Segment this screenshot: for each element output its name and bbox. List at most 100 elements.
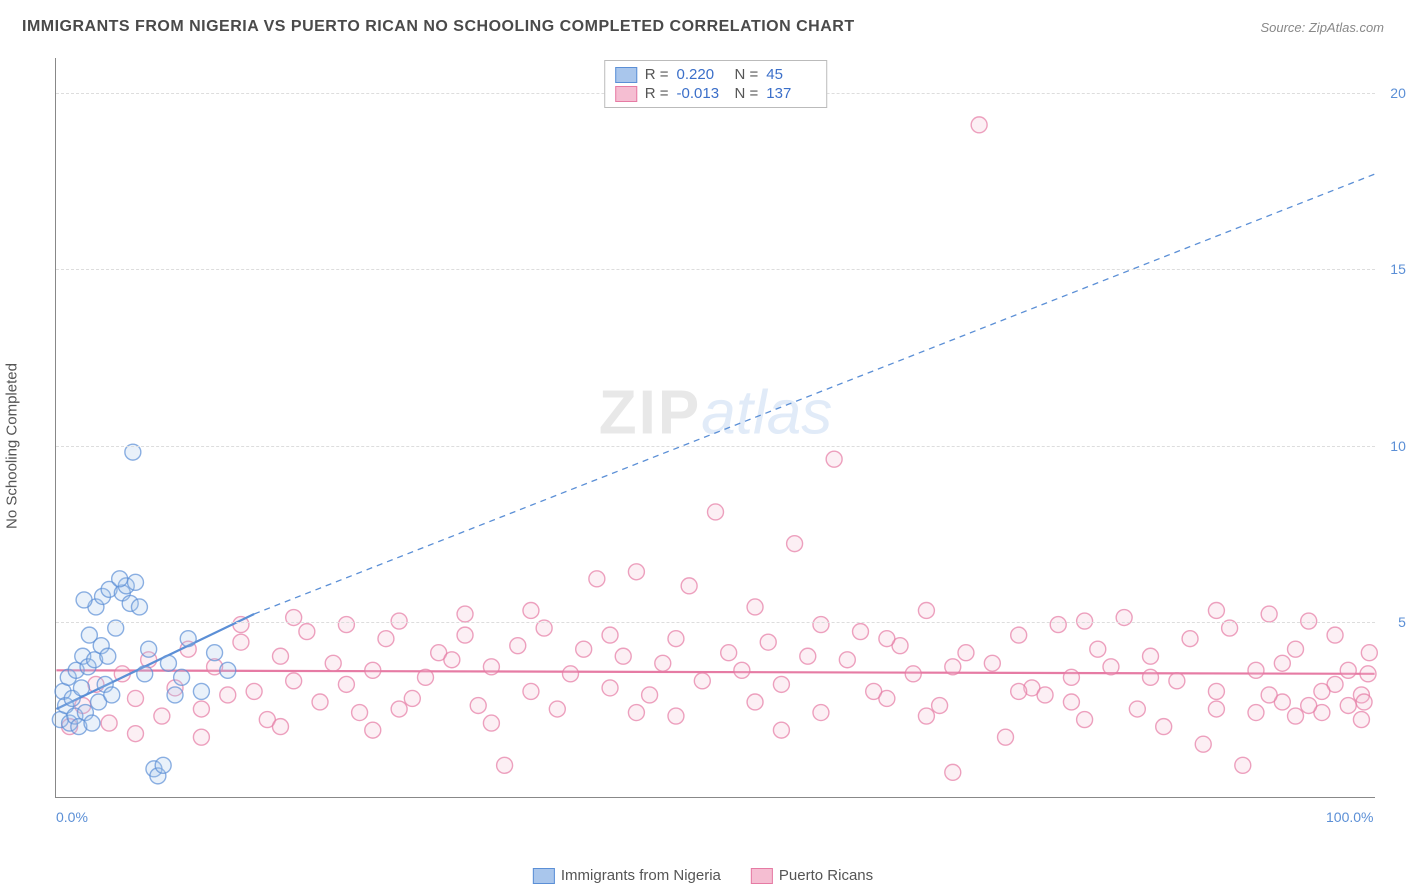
data-point bbox=[1288, 708, 1304, 724]
data-point bbox=[365, 662, 381, 678]
data-point bbox=[1360, 666, 1376, 682]
data-point bbox=[141, 641, 157, 657]
data-point bbox=[167, 687, 183, 703]
r-label-1: R = bbox=[645, 66, 669, 83]
r-value-2: -0.013 bbox=[677, 85, 727, 102]
data-point bbox=[404, 690, 420, 706]
data-point bbox=[272, 719, 288, 735]
data-point bbox=[813, 617, 829, 633]
chart-area: ZIPatlas R = 0.220 N = 45 R = -0.013 N =… bbox=[55, 58, 1375, 798]
data-point bbox=[193, 683, 209, 699]
stats-row-1: R = 0.220 N = 45 bbox=[615, 65, 817, 84]
gridline bbox=[56, 269, 1375, 270]
data-point bbox=[628, 564, 644, 580]
data-point bbox=[193, 729, 209, 745]
ytick-label: 10.0% bbox=[1380, 438, 1406, 454]
n-label-2: N = bbox=[735, 85, 759, 102]
data-point bbox=[1340, 698, 1356, 714]
data-point bbox=[154, 708, 170, 724]
data-point bbox=[945, 764, 961, 780]
data-point bbox=[1129, 701, 1145, 717]
data-point bbox=[160, 655, 176, 671]
data-point bbox=[352, 705, 368, 721]
data-point bbox=[879, 690, 895, 706]
data-point bbox=[1274, 655, 1290, 671]
data-point bbox=[628, 705, 644, 721]
data-point bbox=[1077, 712, 1093, 728]
swatch-series1 bbox=[615, 67, 637, 83]
data-point bbox=[483, 715, 499, 731]
ytick-label: 15.0% bbox=[1380, 261, 1406, 277]
data-point bbox=[721, 645, 737, 661]
data-point bbox=[1063, 694, 1079, 710]
data-point bbox=[338, 676, 354, 692]
data-point bbox=[155, 757, 171, 773]
data-point bbox=[958, 645, 974, 661]
data-point bbox=[1090, 641, 1106, 657]
data-point bbox=[1143, 669, 1159, 685]
data-point bbox=[1037, 687, 1053, 703]
data-point bbox=[523, 603, 539, 619]
data-point bbox=[325, 655, 341, 671]
data-point bbox=[207, 645, 223, 661]
data-point bbox=[180, 631, 196, 647]
data-point bbox=[800, 648, 816, 664]
data-point bbox=[1011, 627, 1027, 643]
n-value-2: 137 bbox=[766, 85, 816, 102]
data-point bbox=[945, 659, 961, 675]
chart-title: IMMIGRANTS FROM NIGERIA VS PUERTO RICAN … bbox=[22, 18, 855, 36]
stats-box: R = 0.220 N = 45 R = -0.013 N = 137 bbox=[604, 60, 828, 108]
data-point bbox=[839, 652, 855, 668]
data-point bbox=[100, 648, 116, 664]
data-point bbox=[112, 571, 128, 587]
data-point bbox=[1261, 606, 1277, 622]
data-point bbox=[932, 698, 948, 714]
data-point bbox=[510, 638, 526, 654]
data-point bbox=[602, 680, 618, 696]
data-point bbox=[470, 698, 486, 714]
xtick-label: 100.0% bbox=[1326, 809, 1373, 825]
data-point bbox=[1248, 662, 1264, 678]
n-label-1: N = bbox=[735, 66, 759, 83]
data-point bbox=[760, 634, 776, 650]
data-point bbox=[1143, 648, 1159, 664]
data-point bbox=[1361, 645, 1377, 661]
legend-label-2: Puerto Ricans bbox=[779, 867, 873, 884]
data-point bbox=[549, 701, 565, 717]
data-point bbox=[286, 610, 302, 626]
gridline bbox=[56, 446, 1375, 447]
data-point bbox=[338, 617, 354, 633]
data-point bbox=[299, 624, 315, 640]
data-point bbox=[1261, 687, 1277, 703]
data-point bbox=[918, 708, 934, 724]
data-point bbox=[787, 536, 803, 552]
y-axis-label: No Schooling Completed bbox=[4, 363, 21, 529]
data-point bbox=[1011, 683, 1027, 699]
plot-region: ZIPatlas R = 0.220 N = 45 R = -0.013 N =… bbox=[55, 58, 1375, 798]
data-point bbox=[127, 690, 143, 706]
data-point bbox=[1182, 631, 1198, 647]
data-point bbox=[418, 669, 434, 685]
data-point bbox=[127, 726, 143, 742]
data-point bbox=[457, 627, 473, 643]
data-point bbox=[879, 631, 895, 647]
data-point bbox=[1050, 617, 1066, 633]
bottom-legend: Immigrants from Nigeria Puerto Ricans bbox=[533, 867, 873, 884]
data-point bbox=[272, 648, 288, 664]
data-point bbox=[483, 659, 499, 675]
data-point bbox=[193, 701, 209, 717]
data-point bbox=[1208, 683, 1224, 699]
data-point bbox=[642, 687, 658, 703]
data-point bbox=[1301, 698, 1317, 714]
data-point bbox=[1169, 673, 1185, 689]
data-point bbox=[137, 666, 153, 682]
plot-svg bbox=[56, 58, 1375, 797]
stats-row-2: R = -0.013 N = 137 bbox=[615, 84, 817, 103]
data-point bbox=[101, 715, 117, 731]
data-point bbox=[615, 648, 631, 664]
swatch-series2 bbox=[615, 86, 637, 102]
data-point bbox=[233, 634, 249, 650]
title-bar: IMMIGRANTS FROM NIGERIA VS PUERTO RICAN … bbox=[22, 18, 1384, 36]
data-point bbox=[391, 701, 407, 717]
data-point bbox=[523, 683, 539, 699]
